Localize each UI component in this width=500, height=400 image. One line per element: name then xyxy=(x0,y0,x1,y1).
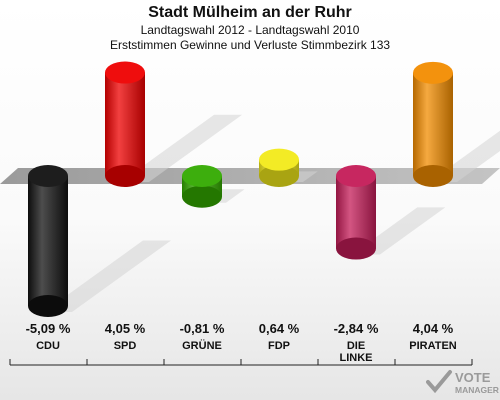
bar-top-cap xyxy=(259,148,299,171)
bar-bottom-cap xyxy=(105,165,145,187)
bar-cdu xyxy=(28,165,68,317)
value-label: -5,09 % xyxy=(26,321,71,336)
category-label: GRÜNE xyxy=(182,339,222,352)
watermark-main: VOTE xyxy=(455,370,491,385)
bar-shadow-1 xyxy=(121,114,243,182)
bar-top-cap xyxy=(413,61,453,84)
value-label: 4,04 % xyxy=(413,321,454,336)
bar-piraten xyxy=(413,61,453,187)
bar-bottom-cap xyxy=(28,295,68,317)
bar-body xyxy=(28,176,68,306)
bar-spd xyxy=(105,61,145,187)
category-label: DIE xyxy=(347,340,365,352)
bar-die-linke xyxy=(336,165,376,260)
vote-manager-watermark: VOTE MANAGER xyxy=(426,370,499,395)
bar-gr-ne xyxy=(182,165,222,208)
bar-body xyxy=(336,176,376,249)
bar-top-cap xyxy=(182,165,222,187)
checkmark-icon xyxy=(426,370,452,394)
bars xyxy=(28,61,453,317)
category-label: LINKE xyxy=(340,352,373,364)
bar-bottom-cap xyxy=(259,165,299,187)
bar-top-cap xyxy=(28,165,68,187)
bar-bottom-cap xyxy=(182,185,222,208)
bar-fdp xyxy=(259,148,299,187)
bar-top-cap xyxy=(336,165,376,187)
category-label: FDP xyxy=(268,340,290,352)
bar-bottom-cap xyxy=(413,165,453,187)
category-label: CDU xyxy=(36,340,60,352)
chart-title: Stadt Mülheim an der Ruhr xyxy=(148,4,352,21)
value-label: -0,81 % xyxy=(180,321,225,336)
chart-subtitle: Landtagswahl 2012 - Landtagswahl 2010 xyxy=(140,23,360,37)
value-label: 0,64 % xyxy=(259,321,300,336)
bar-body xyxy=(413,72,453,176)
bar-body xyxy=(105,72,145,176)
bar-top-cap xyxy=(105,61,145,84)
value-label: -2,84 % xyxy=(334,321,379,336)
bar-bottom-cap xyxy=(336,237,376,260)
value-label: 4,05 % xyxy=(105,321,146,336)
category-label: PIRATEN xyxy=(409,340,457,352)
value-labels: -5,09 % 4,05 % -0,81 % 0,64 % -2,84 % 4,04 % xyxy=(26,321,454,336)
category-label: SPD xyxy=(114,340,137,352)
watermark-sub: MANAGER xyxy=(455,385,499,395)
chart-description: Erststimmen Gewinne und Verluste Stimmbe… xyxy=(109,38,391,52)
bar-shadow-0 xyxy=(44,240,171,312)
